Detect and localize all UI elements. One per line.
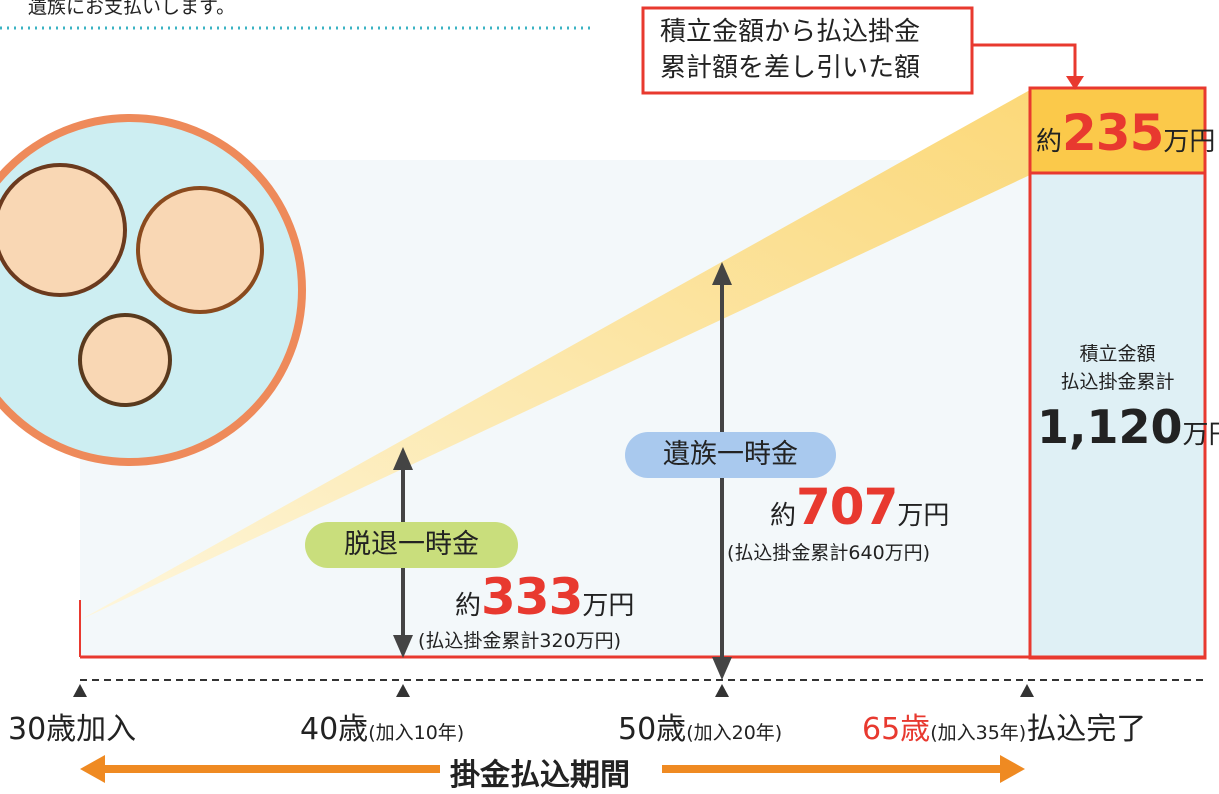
prefix: 約	[770, 501, 796, 531]
label: 払込掛金累計	[1030, 368, 1205, 396]
survivor-pill: 遺族一時金	[625, 432, 836, 478]
timeline-markers	[73, 684, 1034, 697]
years: (加入20年)	[686, 722, 782, 744]
age: 65歳	[862, 712, 930, 747]
withdrawal-pill: 脱退一時金	[305, 522, 518, 568]
unit: 万円	[1163, 127, 1215, 157]
face	[80, 315, 170, 405]
age-label: 65歳(加入35年)払込完了	[862, 704, 1146, 748]
page: 遺族にお支払いします。 積立金額から払込掛金累計額を差し引いた額 約235万円 …	[0, 0, 1219, 785]
header-note: 遺族にお支払いします。	[28, 0, 235, 19]
prefix: 約	[1036, 127, 1062, 157]
survivor-amount: 約707万円	[770, 478, 949, 536]
suffix: 払込完了	[1026, 712, 1146, 747]
total-amount: 1,120万円	[1037, 400, 1219, 454]
period-label: 掛金払込期間	[450, 750, 630, 794]
years: (加入35年)	[930, 722, 1026, 744]
amount: 707	[796, 478, 897, 536]
callout-line: 積立金額から払込掛金	[660, 14, 920, 50]
withdrawal-amount: 約333万円	[455, 568, 634, 626]
unit: 万円	[1183, 420, 1219, 450]
prefix: 約	[455, 591, 481, 621]
callout-line: 累計額を差し引いた額	[660, 50, 920, 86]
label: 積立金額	[1030, 340, 1205, 368]
unit: 万円	[897, 501, 949, 531]
age: 50歳	[618, 712, 686, 747]
withdrawal-note: (払込掛金累計320万円)	[418, 626, 621, 653]
total-labels: 積立金額払込掛金累計	[1030, 340, 1205, 396]
age-label: 50歳(加入20年)	[618, 704, 782, 748]
face	[138, 188, 262, 312]
age-label: 30歳加入	[8, 704, 136, 748]
callout-text: 積立金額から払込掛金累計額を差し引いた額	[660, 14, 920, 86]
amount: 1,120	[1037, 400, 1183, 454]
face	[0, 165, 125, 295]
unit: 万円	[582, 591, 634, 621]
amount: 235	[1062, 104, 1163, 162]
survivor-note: (払込掛金累計640万円)	[727, 538, 930, 565]
age: 40歳	[300, 712, 368, 747]
age-label: 40歳(加入10年)	[300, 704, 464, 748]
years: (加入10年)	[368, 722, 464, 744]
gain-amount: 約235万円	[1036, 104, 1215, 162]
callout-arrow	[972, 45, 1075, 80]
amount: 333	[481, 568, 582, 626]
